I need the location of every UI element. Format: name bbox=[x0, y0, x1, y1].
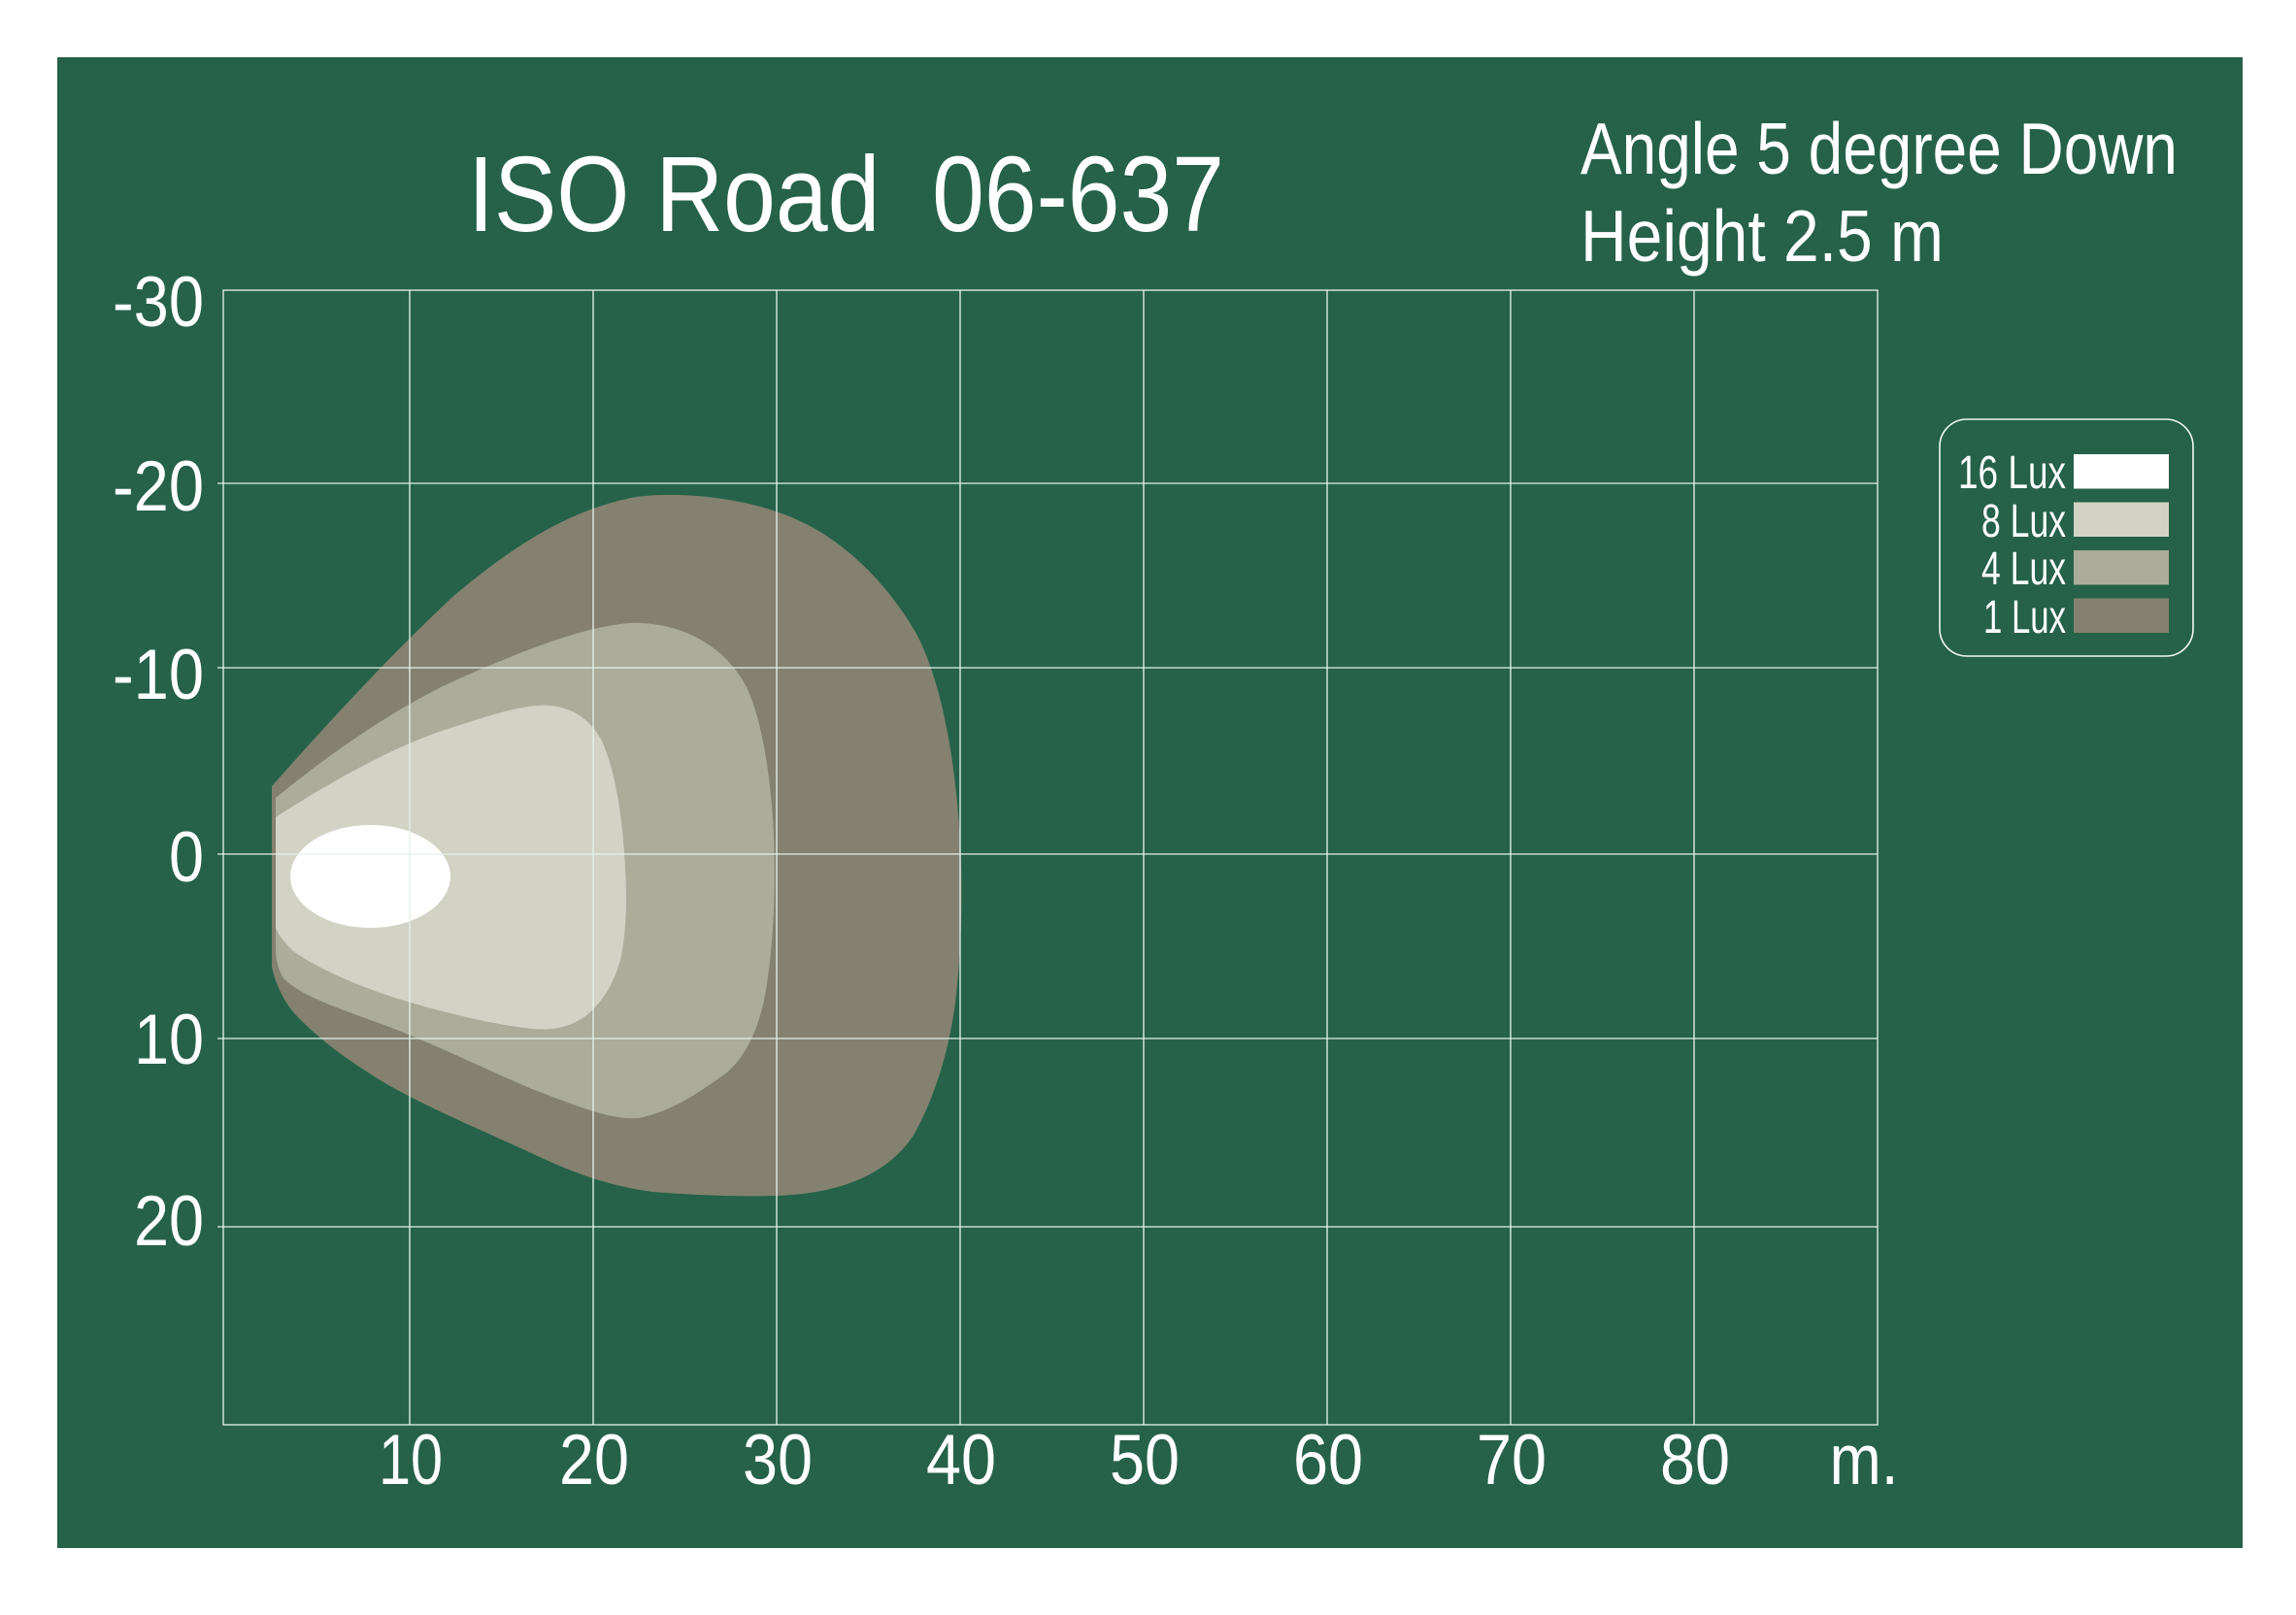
svg-text:Angle 5 degree Down: Angle 5 degree Down bbox=[1581, 108, 2178, 189]
svg-text:-20: -20 bbox=[113, 447, 204, 526]
svg-text:Height 2.5 m: Height 2.5 m bbox=[1581, 195, 1944, 277]
svg-text:60: 60 bbox=[1293, 1421, 1363, 1500]
svg-text:50: 50 bbox=[1110, 1421, 1180, 1500]
svg-text:80: 80 bbox=[1660, 1421, 1730, 1500]
svg-text:-10: -10 bbox=[113, 636, 204, 714]
svg-text:-30: -30 bbox=[113, 263, 204, 342]
svg-text:40: 40 bbox=[926, 1421, 996, 1500]
svg-text:20: 20 bbox=[134, 1182, 204, 1261]
svg-text:1 Lux: 1 Lux bbox=[1983, 592, 2066, 643]
svg-text:0: 0 bbox=[169, 818, 204, 897]
svg-text:4 Lux: 4 Lux bbox=[1981, 544, 2066, 595]
svg-text:8 Lux: 8 Lux bbox=[1981, 496, 2066, 547]
svg-text:10: 10 bbox=[134, 1001, 204, 1079]
svg-text:30: 30 bbox=[743, 1421, 813, 1500]
svg-text:ISO Road 06-637: ISO Road 06-637 bbox=[468, 135, 1224, 254]
svg-text:70: 70 bbox=[1477, 1421, 1547, 1500]
svg-text:16 Lux: 16 Lux bbox=[1958, 447, 2066, 499]
svg-text:10: 10 bbox=[379, 1421, 443, 1500]
svg-text:20: 20 bbox=[559, 1421, 629, 1500]
svg-text:m.: m. bbox=[1830, 1421, 1899, 1500]
